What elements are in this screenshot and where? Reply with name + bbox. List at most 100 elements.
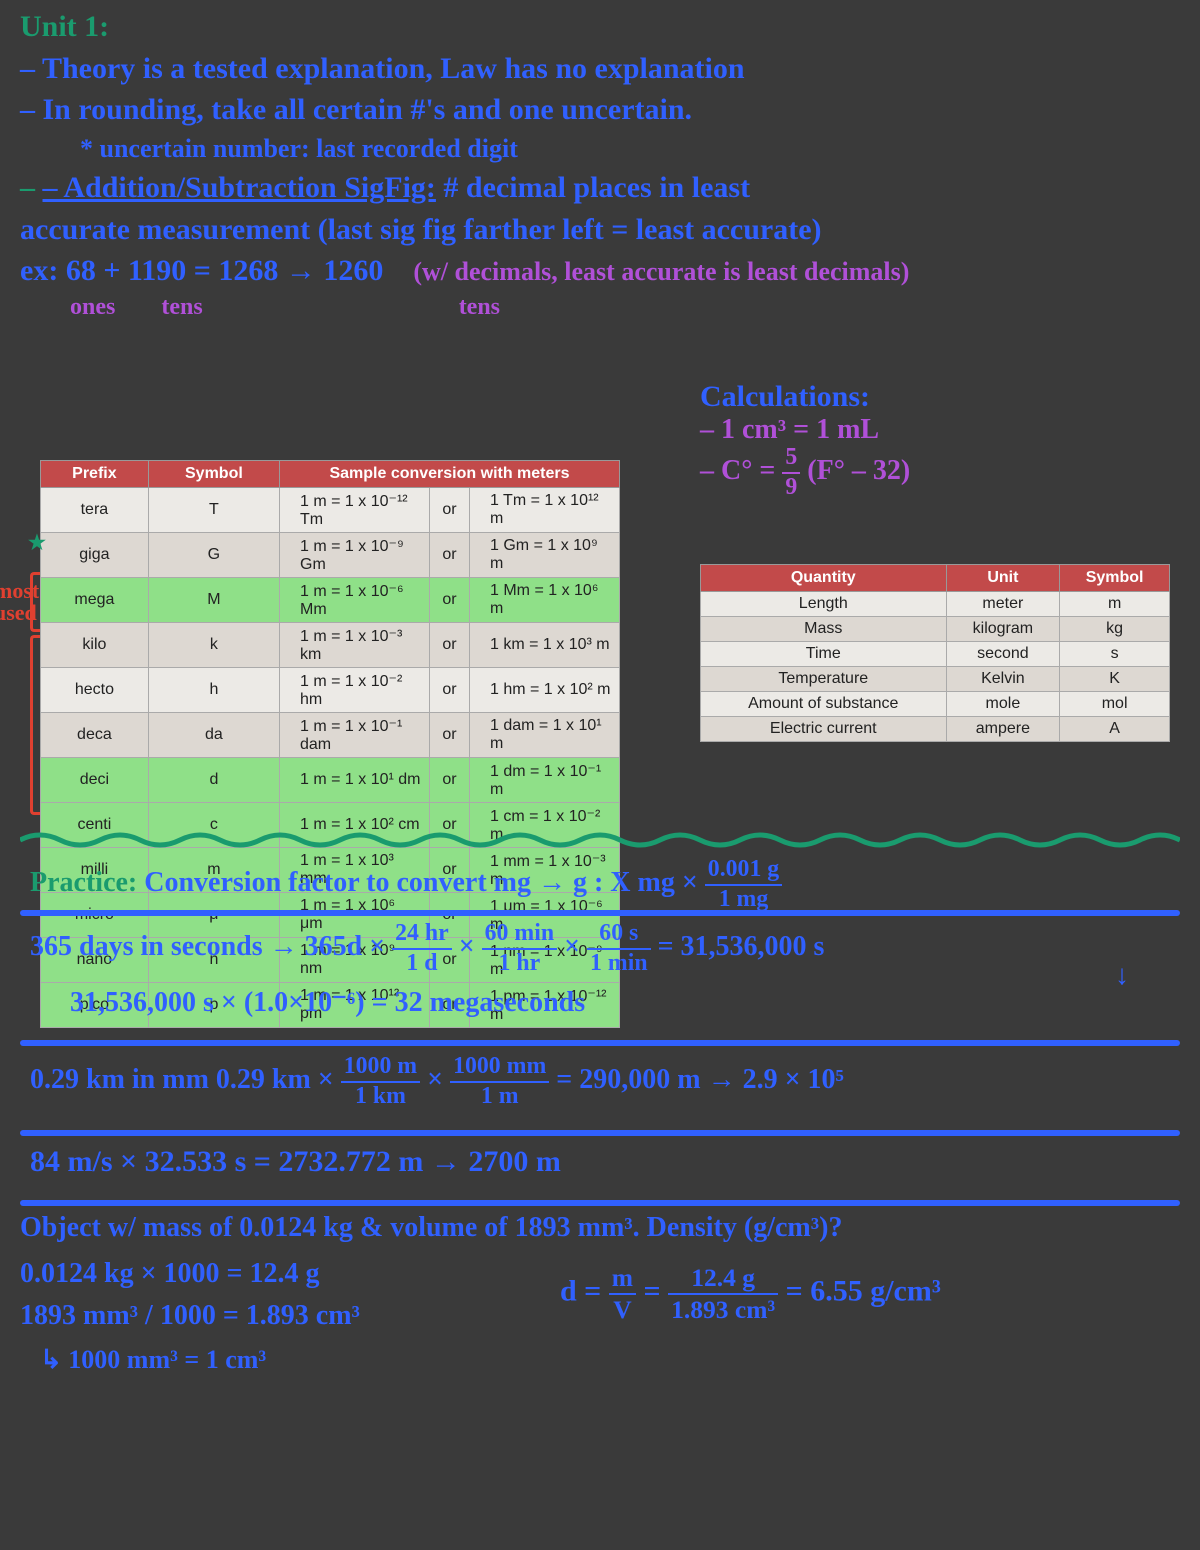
prefix-row: gigaG1 m = 1 x 10⁻⁹ Gmor1 Gm = 1 x 10⁹ m: [41, 533, 620, 578]
si-cell: kg: [1060, 617, 1170, 642]
prefix-cell-conv-a: 1 m = 1 x 10⁻¹ dam: [280, 713, 430, 758]
practice-frac: 0.001 g 1 mg: [705, 858, 782, 912]
si-row: Lengthmeterm: [701, 592, 1170, 617]
prefix-cell-conv-a: 1 m = 1 x 10⁻² hm: [280, 668, 430, 713]
note-sigfig2: accurate measurement (last sig fig farth…: [20, 211, 1180, 249]
si-hdr-0: Quantity: [701, 565, 947, 592]
prefix-cell-conv-b: 1 Tm = 1 x 10¹² m: [470, 488, 620, 533]
prefix-cell-prefix: hecto: [41, 668, 149, 713]
prefix-cell-conv-b: 1 dm = 1 x 10⁻¹ m: [470, 758, 620, 803]
prefix-cell-or: or: [430, 668, 470, 713]
calc-c-lhs: – C° =: [700, 455, 782, 486]
ex-expr: 68 + 1190 = 1268 → 1260: [66, 254, 384, 287]
si-row: Masskilogramkg: [701, 617, 1170, 642]
p4d: ↳ 1000 mm³ = 1 cm³: [40, 1345, 266, 1375]
practice-label: Practice:: [30, 867, 137, 898]
dash: –: [20, 171, 43, 204]
p1-eq: = 31,536,000 s: [658, 931, 825, 962]
prefix-cell-prefix: tera: [41, 488, 149, 533]
hr-3: [20, 1130, 1180, 1136]
si-hdr-2: Symbol: [1060, 565, 1170, 592]
prefix-hdr-0: Prefix: [41, 461, 149, 488]
p2-eq: = 290,000 m → 2.9 × 10⁵: [556, 1064, 844, 1095]
prefix-cell-symbol: T: [148, 488, 279, 533]
si-cell: Temperature: [701, 667, 947, 692]
p2-line: 0.29 km in mm 0.29 km × 1000 m1 km × 100…: [30, 1055, 1180, 1109]
si-cell: K: [1060, 667, 1170, 692]
prefix-cell-prefix: deca: [41, 713, 149, 758]
prefix-row: decada1 m = 1 x 10⁻¹ damor1 dam = 1 x 10…: [41, 713, 620, 758]
p2a: 0.29 km in mm 0.29 km ×: [30, 1064, 341, 1095]
ex-label: ex:: [20, 254, 58, 287]
note-theory: – Theory is a tested explanation, Law ha…: [20, 50, 1180, 88]
prefix-row: hectoh1 m = 1 x 10⁻² hmor1 hm = 1 x 10² …: [41, 668, 620, 713]
practice-text: Conversion factor to convert mg → g : X …: [144, 867, 705, 898]
prefix-cell-prefix: mega: [41, 578, 149, 623]
hr-2: [20, 1040, 1180, 1046]
prefix-cell-symbol: d: [148, 758, 279, 803]
note-uncertain: * uncertain number: last recorded digit: [20, 133, 1180, 166]
calc-c-rhs: (F° – 32): [807, 455, 910, 486]
most-used-label: most used: [0, 580, 42, 624]
si-hdr-1: Unit: [946, 565, 1060, 592]
si-cell: meter: [946, 592, 1060, 617]
prefix-row: decid1 m = 1 x 10¹ dmor1 dm = 1 x 10⁻¹ m: [41, 758, 620, 803]
calc-celsius: – C° = 5 9 (F° – 32): [700, 446, 1180, 500]
si-cell: m: [1060, 592, 1170, 617]
sigfig-tail: # decimal places in least: [443, 171, 750, 204]
prefix-cell-conv-b: 1 dam = 1 x 10¹ m: [470, 713, 620, 758]
notes-block: Unit 1: – Theory is a tested explanation…: [20, 8, 1180, 326]
prefix-hdr-1: Symbol: [148, 461, 279, 488]
si-cell: Length: [701, 592, 947, 617]
si-cell: Kelvin: [946, 667, 1060, 692]
p4c: 1893 mm³ / 1000 = 1.893 cm³: [20, 1300, 360, 1332]
si-cell: Time: [701, 642, 947, 667]
si-cell: kilogram: [946, 617, 1060, 642]
si-row: Amount of substancemolemol: [701, 692, 1170, 717]
si-cell: s: [1060, 642, 1170, 667]
hr-4: [20, 1200, 1180, 1206]
prefix-cell-conv-a: 1 m = 1 x 10¹ dm: [280, 758, 430, 803]
prefix-cell-or: or: [430, 713, 470, 758]
hr-1: [20, 910, 1180, 916]
si-cell: A: [1060, 717, 1170, 742]
si-cell: mole: [946, 692, 1060, 717]
prefix-row: megaM1 m = 1 x 10⁻⁶ Mmor1 Mm = 1 x 10⁶ m: [41, 578, 620, 623]
prefix-cell-prefix: giga: [41, 533, 149, 578]
p1a: 365 days in seconds → 365d ×: [30, 931, 392, 962]
calculations-block: Calculations: – 1 cm³ = 1 mL – C° = 5 9 …: [700, 380, 1180, 500]
si-cell: Mass: [701, 617, 947, 642]
si-cell: second: [946, 642, 1060, 667]
note-sigfig: – – Addition/Subtraction SigFig: # decim…: [20, 169, 1180, 207]
p1b: 31,536,000 s × (1.0×10⁻⁶) = 32 megasecon…: [70, 985, 585, 1019]
prefix-cell-conv-a: 1 m = 1 x 10⁻⁶ Mm: [280, 578, 430, 623]
si-row: Timeseconds: [701, 642, 1170, 667]
sigfig-title: – Addition/Subtraction SigFig:: [43, 171, 436, 204]
prefix-row: teraT1 m = 1 x 10⁻¹² Tmor1 Tm = 1 x 10¹²…: [41, 488, 620, 533]
prefix-row: kilok1 m = 1 x 10⁻³ kmor1 km = 1 x 10³ m: [41, 623, 620, 668]
star-icon: ★: [28, 530, 46, 555]
example-line: ex: 68 + 1190 = 1268 → 1260 (w/ decimals…: [20, 252, 1180, 290]
p3: 84 m/s × 32.533 s = 2732.772 m → 2700 m: [30, 1145, 561, 1179]
prefix-cell-conv-b: 1 Mm = 1 x 10⁶ m: [470, 578, 620, 623]
si-row: Electric currentampereA: [701, 717, 1170, 742]
prefix-cell-symbol: M: [148, 578, 279, 623]
p1-line: 365 days in seconds → 365d × 24 hr1 d × …: [30, 922, 1180, 976]
si-cell: mol: [1060, 692, 1170, 717]
si-cell: Electric current: [701, 717, 947, 742]
p1-arrow: ↓: [1115, 960, 1129, 992]
prefix-cell-symbol: k: [148, 623, 279, 668]
si-row: TemperatureKelvinK: [701, 667, 1170, 692]
p4b: 0.0124 kg × 1000 = 12.4 g: [20, 1258, 319, 1290]
p4a: Object w/ mass of 0.0124 kg & volume of …: [20, 1212, 1190, 1244]
prefix-cell-conv-a: 1 m = 1 x 10⁻³ km: [280, 623, 430, 668]
si-table: Quantity Unit Symbol LengthmetermMasskil…: [700, 564, 1170, 742]
prefix-cell-prefix: deci: [41, 758, 149, 803]
ex-tens1: tens: [161, 294, 202, 320]
ex-note: (w/ decimals, least accurate is least de…: [413, 257, 909, 286]
ex-annot: ones tens tens: [20, 292, 1180, 322]
prefix-cell-conv-a: 1 m = 1 x 10⁻⁹ Gm: [280, 533, 430, 578]
prefix-cell-or: or: [430, 623, 470, 668]
squiggle-divider: [20, 830, 1180, 850]
calc-cm3: – 1 cm³ = 1 mL: [700, 414, 1180, 446]
